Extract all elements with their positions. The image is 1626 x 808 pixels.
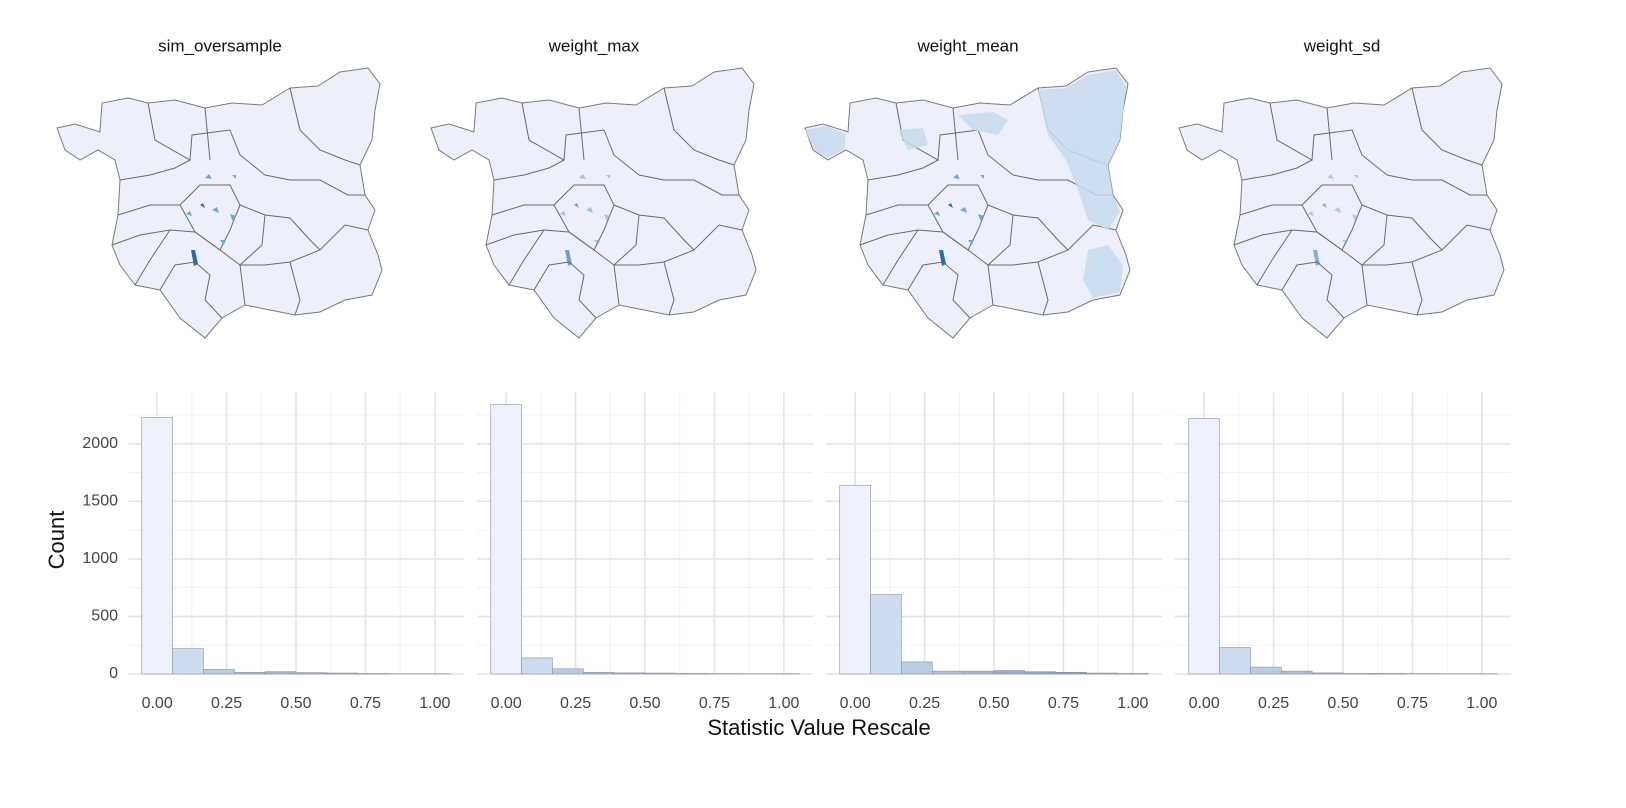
panel-title: weight_sd: [1303, 36, 1381, 55]
y-tick-label: 500: [91, 608, 118, 625]
bar: [172, 648, 204, 675]
bar: [1311, 672, 1344, 675]
map: [430, 67, 757, 339]
map-panel: [1178, 67, 1505, 339]
map-panel: [56, 67, 383, 339]
bar: [203, 669, 235, 675]
x-tick-label: 0.75: [699, 695, 730, 712]
x-tick-label: 1.00: [1117, 695, 1148, 712]
bar: [931, 670, 964, 675]
x-tick-label: 0.25: [1258, 695, 1289, 712]
bar: [613, 672, 646, 675]
bar: [233, 671, 266, 675]
bar: [582, 671, 615, 675]
y-tick-label: 2000: [82, 435, 118, 452]
map-panel: [430, 67, 757, 339]
x-tick-label: 0.75: [1397, 695, 1428, 712]
x-tick-label: 1.00: [768, 695, 799, 712]
bar: [326, 672, 359, 675]
map-panel: [804, 67, 1131, 339]
bar: [644, 672, 677, 675]
bar: [870, 594, 902, 675]
x-tick-label: 1.00: [419, 695, 450, 712]
bar: [993, 670, 1026, 675]
x-tick-label: 0.50: [978, 695, 1009, 712]
x-axis-title: Statistic Value Rescale: [707, 715, 930, 740]
bar: [1117, 673, 1149, 675]
bar: [264, 671, 297, 675]
bar: [1342, 673, 1375, 675]
bar: [1188, 418, 1220, 675]
x-tick-label: 0.00: [142, 695, 173, 712]
x-tick-label: 0.00: [1189, 695, 1220, 712]
bar: [1055, 671, 1087, 675]
x-tick-label: 0.75: [350, 695, 381, 712]
bar: [1280, 670, 1313, 675]
bar: [1250, 666, 1282, 675]
map-patches: [805, 70, 1126, 298]
map: [56, 67, 383, 339]
bar: [1373, 673, 1406, 675]
y-tick-label: 1500: [82, 493, 118, 510]
y-tick-label: 1000: [82, 550, 118, 567]
map: [1178, 67, 1505, 339]
x-tick-label: 0.00: [491, 695, 522, 712]
bar: [521, 657, 553, 675]
bar: [552, 668, 584, 675]
x-tick-label: 0.25: [211, 695, 242, 712]
bar: [839, 484, 871, 675]
bar: [1219, 647, 1251, 675]
x-tick-label: 0.50: [1327, 695, 1358, 712]
x-tick-label: 0.75: [1048, 695, 1079, 712]
x-tick-label: 0.50: [280, 695, 311, 712]
panel-title: sim_oversample: [158, 36, 282, 55]
bar: [490, 404, 522, 675]
bar: [141, 417, 173, 675]
panel-title: weight_mean: [916, 36, 1018, 55]
bar: [295, 672, 328, 675]
y-axis-title: Count: [44, 511, 69, 570]
x-tick-label: 0.50: [629, 695, 660, 712]
bar: [1024, 671, 1057, 675]
y-tick-label: 0: [109, 665, 118, 682]
x-tick-label: 1.00: [1466, 695, 1497, 712]
x-tick-label: 0.00: [840, 695, 871, 712]
x-tick-label: 0.25: [909, 695, 940, 712]
panel-title: weight_max: [548, 36, 640, 55]
bar: [675, 673, 708, 675]
x-tick-label: 0.25: [560, 695, 591, 712]
bar: [962, 670, 995, 675]
bar: [1086, 672, 1118, 675]
bar: [901, 661, 933, 675]
